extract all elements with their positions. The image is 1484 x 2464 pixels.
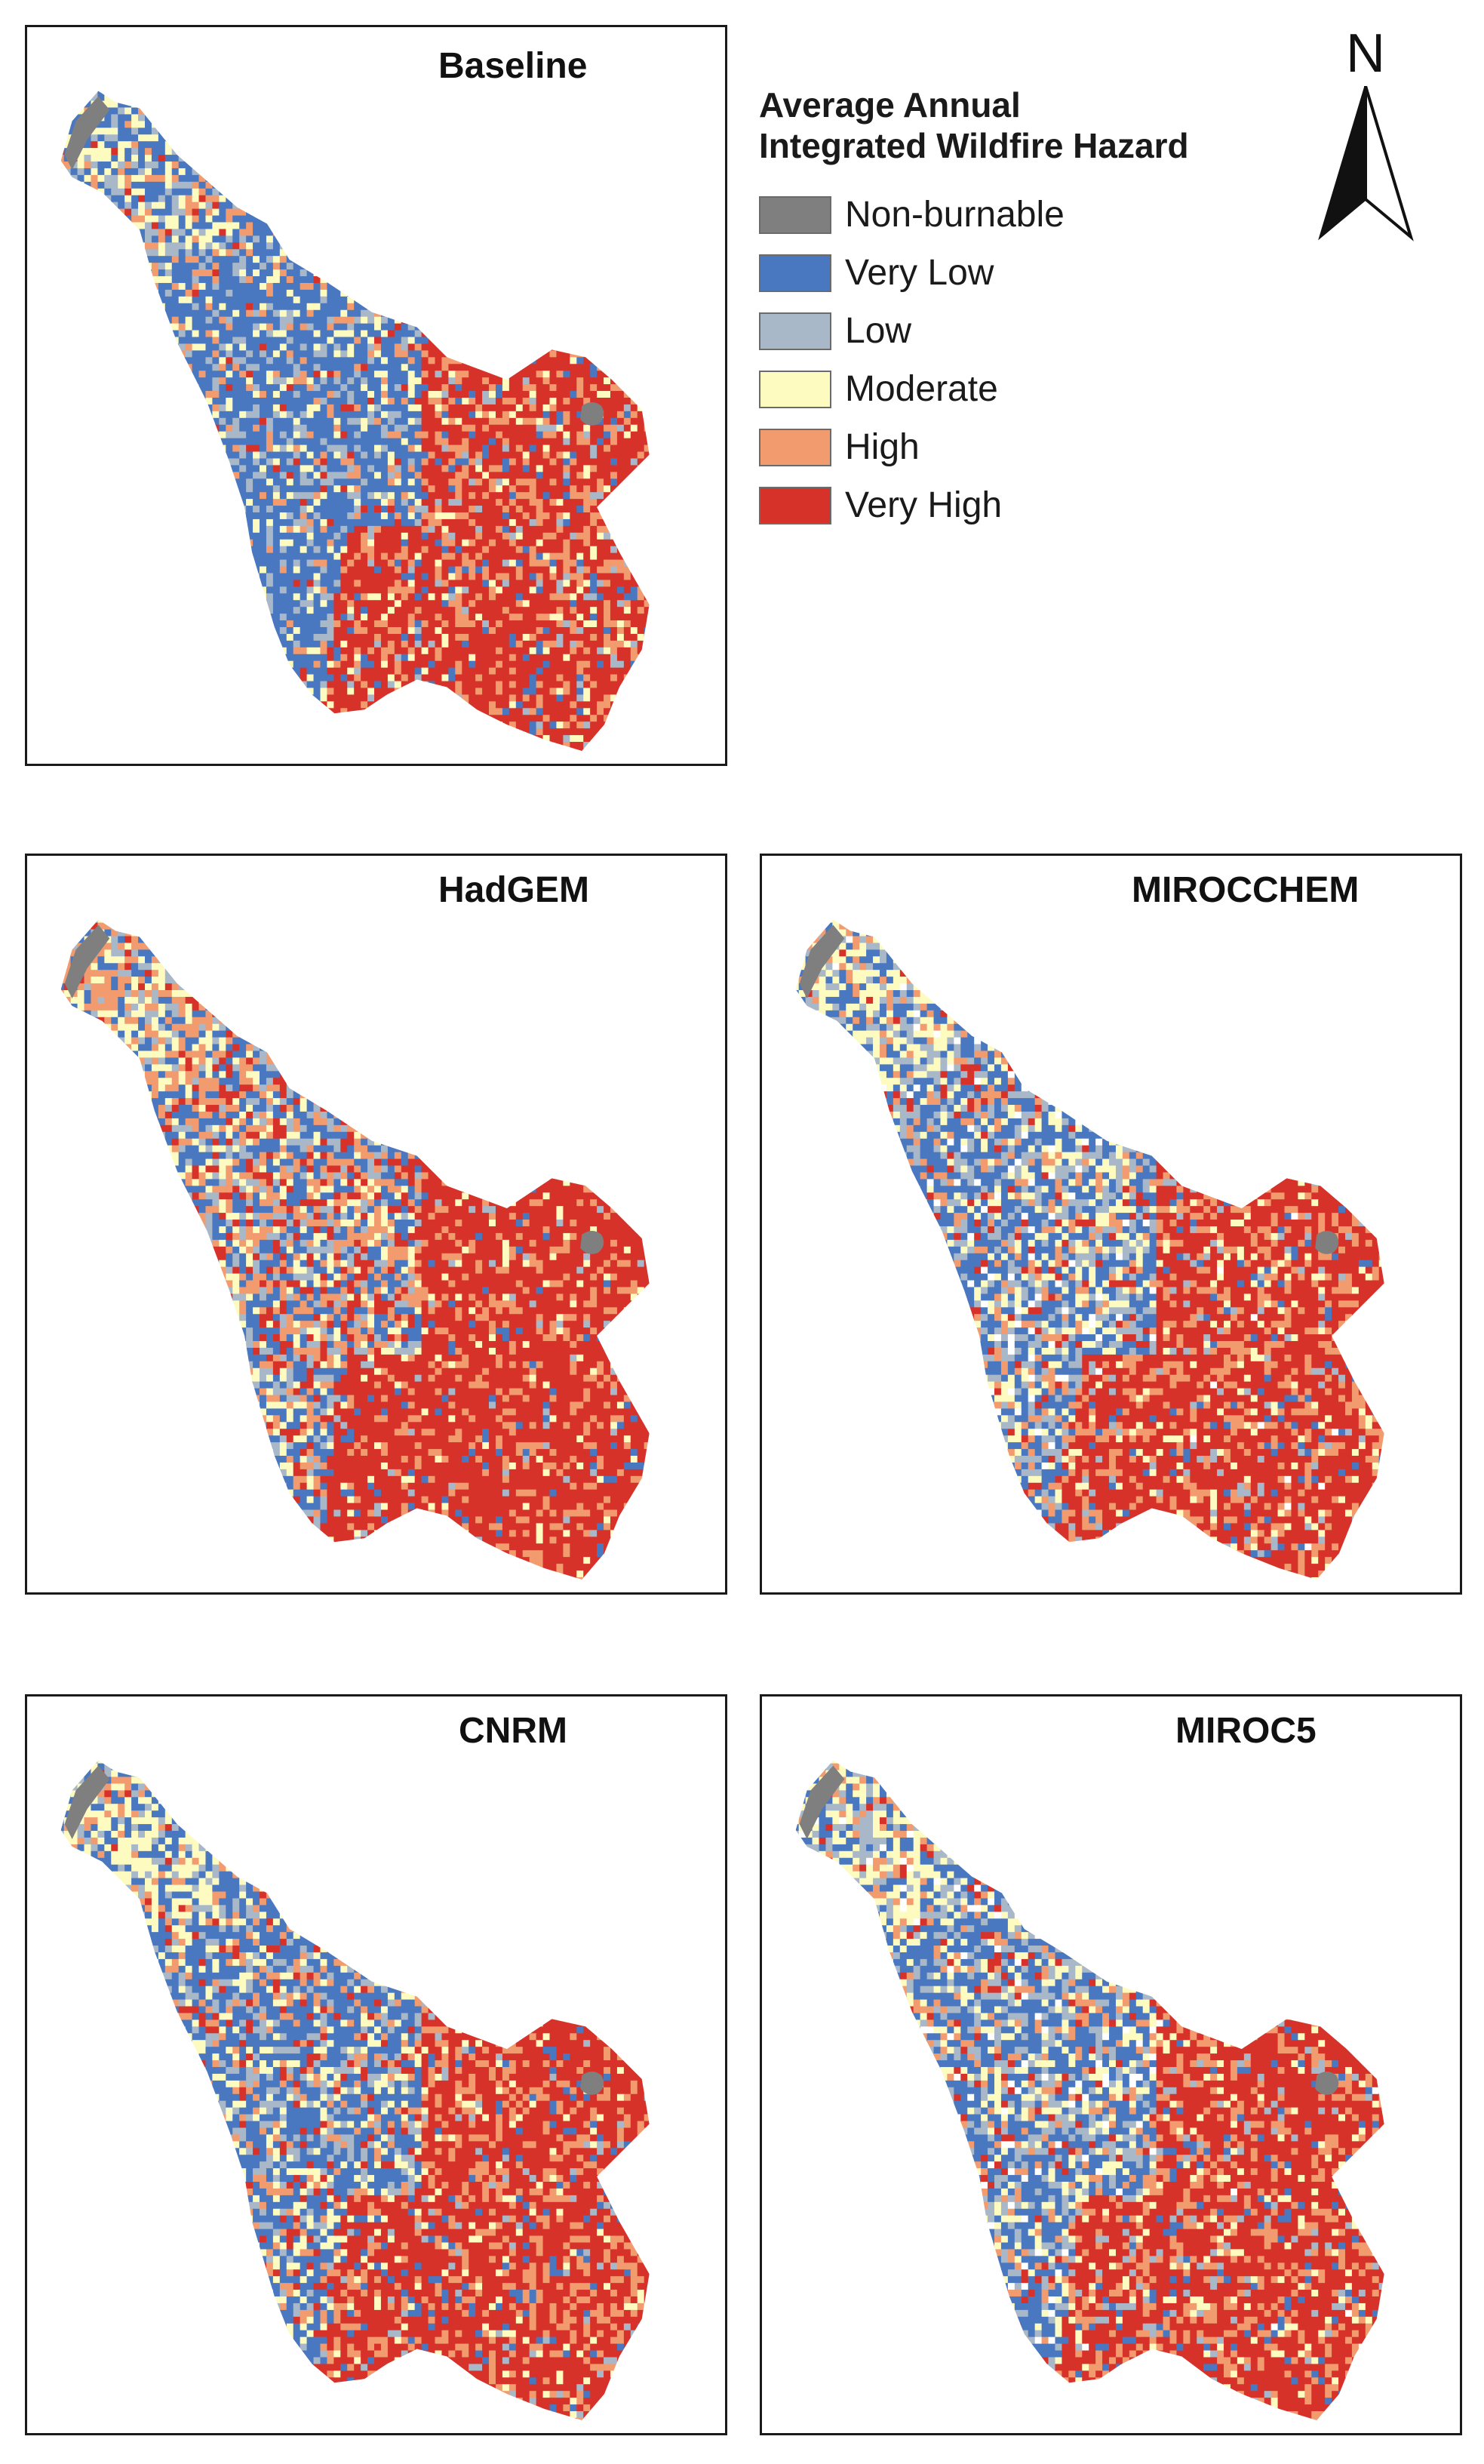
hazard-map-baseline: [60, 91, 650, 751]
non-burnable-patch: [580, 401, 604, 426]
hazard-map-hadgem: [60, 919, 650, 1580]
non-burnable-patch: [64, 96, 110, 170]
legend-title: Average Annual Integrated Wildfire Hazar…: [759, 85, 1287, 166]
hazard-cells: [60, 919, 650, 1580]
hazard-cells: [795, 919, 1384, 1580]
non-burnable-patch: [580, 2071, 604, 2095]
north-arrow-icon: [1318, 86, 1414, 241]
legend-label: Non-burnable: [845, 194, 1065, 235]
legend-swatch: [759, 312, 831, 350]
legend-label: Moderate: [845, 368, 998, 410]
legend-item-very-high: Very High: [759, 476, 1287, 534]
map-panel-baseline: Baseline: [25, 25, 727, 766]
panel-title-hadgem: HadGEM: [438, 869, 589, 911]
non-burnable-patch: [799, 1765, 845, 1839]
legend-item-very-low: Very Low: [759, 244, 1287, 302]
non-burnable-patch: [1315, 1230, 1339, 1254]
legend-item-high: High: [759, 418, 1287, 476]
hazard-map-miroc5: [795, 1760, 1384, 2420]
legend-title-line-1: Average Annual: [759, 85, 1287, 125]
map-panel-hadgem: HadGEM: [25, 854, 727, 1595]
legend-swatch: [759, 195, 831, 234]
panel-title-miroc5: MIROC5: [1175, 1710, 1317, 1752]
non-burnable-patch: [1315, 2071, 1339, 2095]
legend-swatch: [759, 428, 831, 466]
legend-label: Low: [845, 310, 911, 352]
legend-swatch: [759, 370, 831, 408]
panel-title-mirocchem: MIROCCHEM: [1132, 869, 1359, 911]
non-burnable-patch: [64, 1765, 110, 1839]
hazard-cells: [60, 1760, 650, 2420]
map-legend: Average Annual Integrated Wildfire Hazar…: [759, 85, 1287, 534]
map-panel-cnrm: CNRM: [25, 1694, 727, 2435]
north-arrow: N: [1313, 23, 1418, 249]
legend-swatch: [759, 486, 831, 524]
north-letter: N: [1313, 23, 1418, 85]
legend-item-non-burnable: Non-burnable: [759, 186, 1287, 244]
legend-items: Non-burnable Very Low Low Moderate High …: [759, 186, 1287, 534]
panel-title-cnrm: CNRM: [459, 1710, 567, 1752]
hazard-map-mirocchem: [795, 919, 1384, 1580]
legend-label: Very Low: [845, 252, 994, 294]
non-burnable-patch: [580, 1230, 604, 1254]
legend-title-line-2: Integrated Wildfire Hazard: [759, 125, 1287, 166]
map-panel-miroc5: MIROC5: [760, 1694, 1462, 2435]
legend-item-low: Low: [759, 302, 1287, 360]
legend-label: Very High: [845, 484, 1002, 526]
legend-swatch: [759, 254, 831, 292]
panel-title-baseline: Baseline: [438, 45, 587, 87]
legend-label: High: [845, 426, 920, 468]
non-burnable-patch: [799, 924, 845, 998]
hazard-cells: [795, 1760, 1384, 2420]
legend-item-moderate: Moderate: [759, 360, 1287, 418]
hazard-map-cnrm: [60, 1760, 650, 2420]
hazard-cells: [60, 91, 650, 751]
map-panel-mirocchem: MIROCCHEM: [760, 854, 1462, 1595]
non-burnable-patch: [64, 924, 110, 998]
